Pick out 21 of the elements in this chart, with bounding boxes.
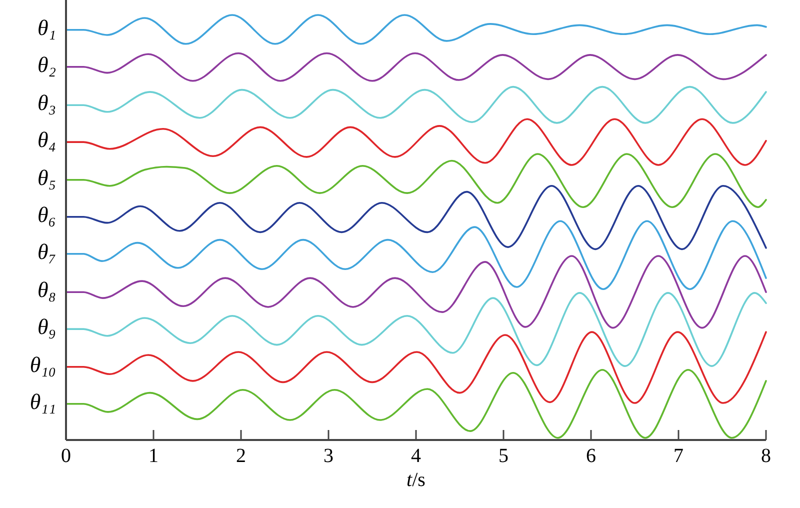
- x-tick-label: 0: [61, 445, 71, 467]
- series-label: θ₅: [38, 164, 56, 190]
- series-label: θ₆: [38, 202, 56, 227]
- x-tick-label: 1: [148, 445, 158, 467]
- x-tick-label: 7: [674, 445, 684, 467]
- series-label: θ₁: [38, 14, 56, 40]
- series-label: θ₁₁: [30, 388, 56, 414]
- series-label: θ₃: [38, 90, 56, 116]
- x-tick-label: 5: [498, 445, 508, 467]
- x-tick-label: 8: [761, 445, 771, 467]
- series-label: θ₇: [38, 238, 56, 264]
- x-tick-label: 6: [586, 445, 596, 467]
- x-tick-label: 4: [411, 445, 421, 467]
- x-tick-label: 2: [236, 445, 246, 467]
- series-label: θ₈: [38, 277, 56, 302]
- x-tick-label: 3: [324, 445, 334, 467]
- series-label: θ₁₀: [30, 352, 56, 377]
- series-label: θ₉: [38, 314, 56, 340]
- x-axis-title: t/s: [406, 469, 426, 491]
- series-label: θ₄: [38, 127, 56, 152]
- series-label: θ₂: [38, 52, 56, 77]
